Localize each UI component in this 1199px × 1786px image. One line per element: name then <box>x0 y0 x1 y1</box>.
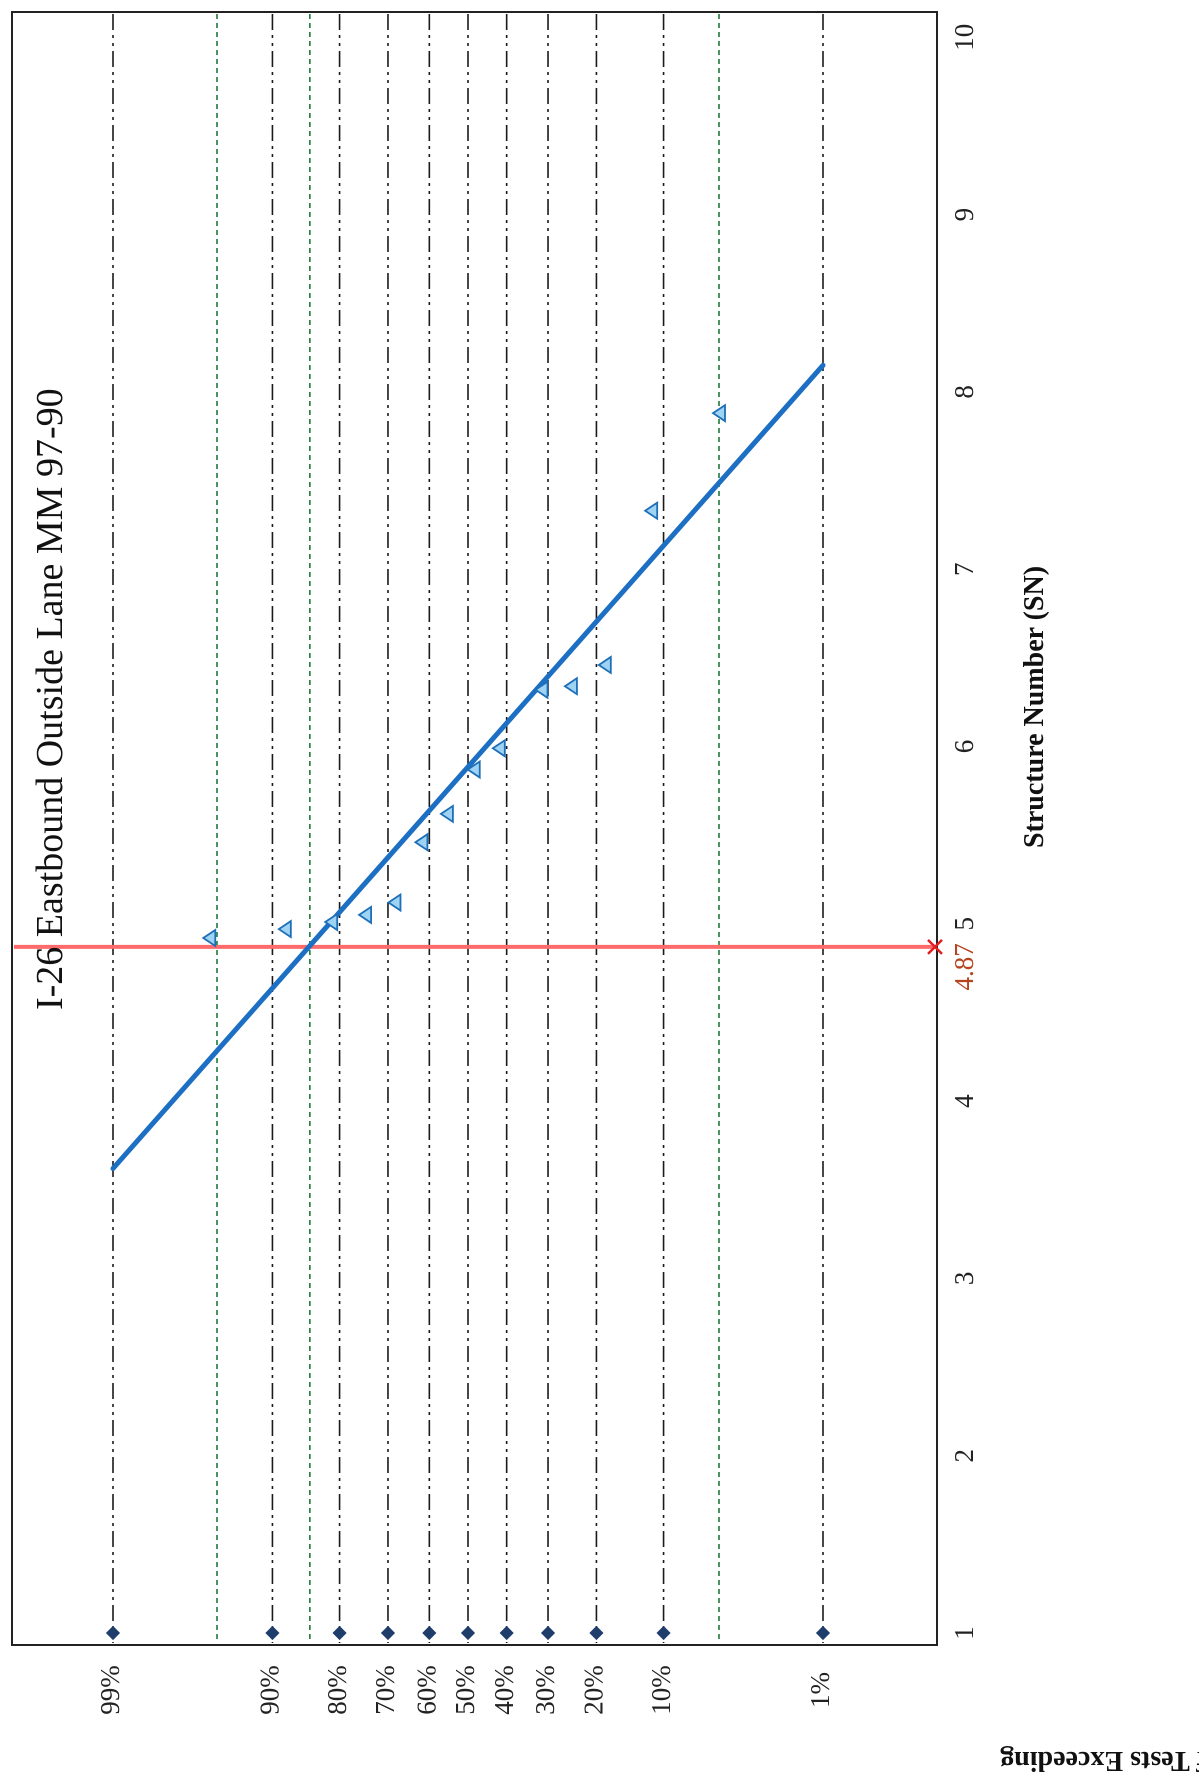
sn-tick-label: 3 <box>949 1272 979 1286</box>
sn-tick-label: 10 <box>949 24 979 51</box>
sn-tick-label: 6 <box>949 740 979 754</box>
sn-tick-label: 4 <box>949 1094 979 1108</box>
data-point <box>201 928 217 948</box>
sn-tick-label: 5 <box>949 917 979 931</box>
plot-frame <box>11 11 938 1646</box>
grid-diamond-marker <box>332 1625 347 1641</box>
data-point <box>563 676 578 696</box>
data-points <box>201 403 726 948</box>
grid-diamond-marker <box>656 1625 671 1641</box>
data-point <box>413 832 429 852</box>
y-axis-label: Percent of Tests Exceeding <box>1000 1745 1199 1776</box>
percent-tick-label: 10% <box>646 1665 676 1715</box>
data-point <box>357 905 372 925</box>
sn-tick-label: 9 <box>949 208 979 222</box>
percent-tick-label: 99% <box>95 1665 125 1715</box>
data-point <box>323 912 339 932</box>
grid-diamond-marker <box>380 1625 396 1641</box>
percent-tick-label: 80% <box>322 1665 352 1715</box>
grid-diamond-marker <box>815 1625 831 1641</box>
percent-gridlines <box>105 14 831 1643</box>
percent-tick-label: 70% <box>370 1665 400 1715</box>
data-point <box>643 501 659 521</box>
fit-group <box>110 362 826 1171</box>
sn-tick-label: 8 <box>949 385 979 399</box>
data-point <box>711 403 726 423</box>
grid-diamond-marker <box>460 1625 476 1641</box>
data-point <box>439 804 454 824</box>
data-point <box>491 738 506 758</box>
data-point <box>533 680 549 700</box>
data-point <box>386 892 402 913</box>
grid-diamond-marker <box>422 1625 437 1641</box>
chart-title: I-26 Eastbound Outside Lane MM 97-90 <box>29 388 71 1010</box>
sn-tick-label: 7 <box>949 562 979 576</box>
design-sn-marker <box>927 938 943 955</box>
grid-diamond-marker <box>105 1625 121 1641</box>
sn-tick-label: 1 <box>949 1626 979 1640</box>
percent-tick-label: 40% <box>489 1665 519 1715</box>
data-point <box>277 919 292 939</box>
data-point <box>597 655 612 675</box>
grid-diamond-marker <box>499 1625 514 1641</box>
design-sn-label: 4.87 <box>949 943 979 990</box>
sn-tick-labels: 1 2 3 4 5 6 7 8 9 10 <box>949 24 979 1640</box>
data-point <box>466 759 481 780</box>
grid-diamond-marker <box>589 1625 604 1641</box>
percent-tick-label: 1% <box>805 1672 835 1708</box>
percent-tick-label: 20% <box>579 1665 609 1715</box>
percent-tick-label: 30% <box>530 1665 560 1715</box>
grid-diamond-marker <box>540 1625 556 1641</box>
percent-tick-label: 50% <box>450 1665 480 1715</box>
reference-lines <box>216 14 720 1643</box>
sn-tick-label: 2 <box>949 1449 979 1463</box>
percent-tick-label: 60% <box>412 1665 442 1715</box>
percent-tick-labels: 99% 90% 80% 70% 60% 50% 40% 30% 20% 10% 1% <box>95 1665 835 1715</box>
x-axis-label: Structure Number (SN) <box>1019 566 1050 848</box>
grid-diamond-marker <box>265 1625 280 1641</box>
fit-line <box>110 362 826 1171</box>
percent-tick-label: 90% <box>255 1665 285 1715</box>
marker-group: 4.87 <box>14 938 979 990</box>
